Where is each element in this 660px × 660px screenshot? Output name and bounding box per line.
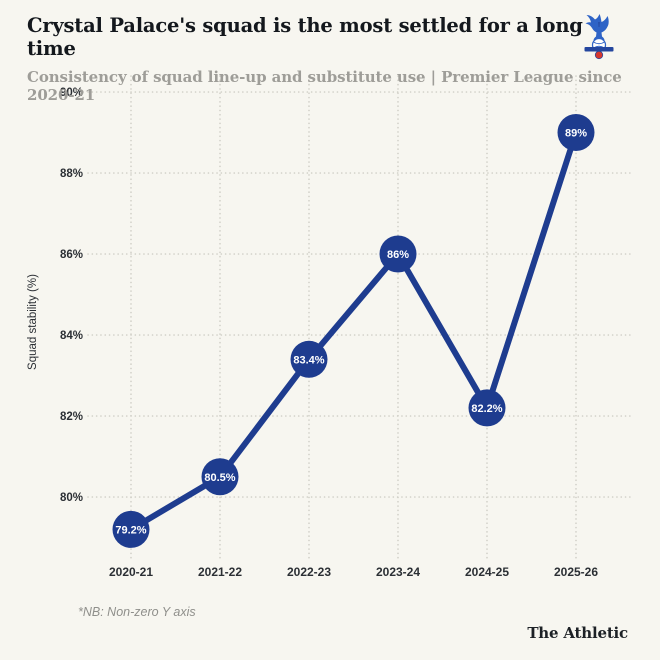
y-axis-title: Squad stability (%) xyxy=(27,274,39,370)
data-point-marker xyxy=(112,510,150,548)
x-tick-label: 2021-22 xyxy=(198,565,242,579)
y-tick-label: 80% xyxy=(60,492,83,504)
data-point-marker xyxy=(201,458,239,496)
axis-note: *NB: Non-zero Y axis xyxy=(78,605,196,619)
x-tick-label: 2024-25 xyxy=(465,565,509,579)
y-tick-label: 82% xyxy=(60,411,83,423)
data-point-label: 83.4% xyxy=(293,354,324,366)
chart-header: Crystal Palace's squad is the most settl… xyxy=(27,14,633,104)
trend-line xyxy=(128,129,579,533)
chart-title: Crystal Palace's squad is the most settl… xyxy=(27,14,583,61)
chart-subtitle: Consistency of squad line-up and substit… xyxy=(27,67,622,104)
y-tick-label: 88% xyxy=(60,168,83,180)
data-point-label: 79.2% xyxy=(115,524,146,536)
data-point-label: 82.2% xyxy=(471,403,502,415)
y-tick-label: 86% xyxy=(60,249,83,261)
x-tick-label: 2022-23 xyxy=(287,565,331,579)
x-tick-label: 2020-21 xyxy=(109,565,153,579)
y-tick-label: 84% xyxy=(60,330,83,342)
data-point-marker xyxy=(290,340,328,378)
data-point-label: 86% xyxy=(387,249,409,261)
x-tick-label: 2025-26 xyxy=(554,565,598,579)
publisher-credit: The Athletic xyxy=(527,624,628,642)
data-point-label: 80.5% xyxy=(204,472,235,484)
crystal-palace-crest-icon xyxy=(583,13,615,61)
x-tick-label: 2023-24 xyxy=(376,565,420,579)
data-point-marker xyxy=(468,389,506,427)
y-tick-label: 90% xyxy=(60,87,83,99)
data-point-marker xyxy=(557,114,595,151)
data-point-label: 89% xyxy=(565,128,587,140)
data-point-marker xyxy=(379,235,417,273)
